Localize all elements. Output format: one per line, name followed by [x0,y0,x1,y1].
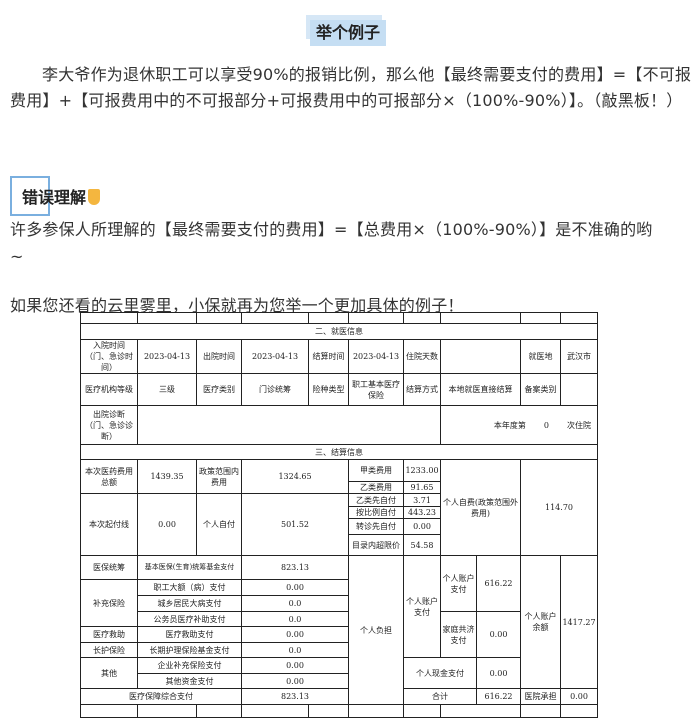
cell-value: 0.0 [241,611,349,627]
cell-label: 医保统筹 [80,555,138,580]
wrong-understanding-title: 错误理解 [22,188,87,207]
cell-label: 备案类别 [520,373,561,406]
section-title-medical-info: 二、就医信息 [80,323,598,340]
wrong-understanding-heading: 错误理解 [22,184,101,208]
cell-label: 次住院 [567,420,591,430]
cell-value: 本地就医直接结算 [440,373,521,406]
cell-label: 医疗救助支付 [137,626,242,643]
cell-value: 三级 [137,373,197,406]
cell-value: 2023-04-13 [137,339,197,374]
cell-label: 本次起付线 [80,493,138,556]
cell-label: 住院天数 [403,339,441,374]
cell-label: 本次医药费用总额 [80,459,138,494]
cell-value: 职工基本医疗保险 [348,373,404,406]
cell-value: 0.0 [241,595,349,612]
cell-label: 职工大额（病）支付 [137,579,242,596]
cell-label: 基本医保(生育)统筹基金支付 [137,555,242,580]
cell-value: 823.13 [241,688,349,705]
tilde-line: ~ [10,247,24,266]
cell-label: 本年度第 [493,420,526,430]
section-heading: 举个例子 [306,15,386,46]
cell-label: 合计 [403,688,477,705]
cell-label: 入院时间（门、急诊时间） [80,339,138,374]
cell-label: 个人账户余额 [520,555,561,689]
intro-paragraph: 如果您还看的云里雾里，小保就再为您举一个更加具体的例子！ [10,296,464,315]
diagnosis-value [137,405,441,445]
cell-value [440,339,521,374]
cell-label: 险种类型 [308,373,349,406]
cell-label: 就医地 [520,339,561,374]
heading-box-decoration [10,176,50,216]
cell-label: 政策范围内费用 [196,459,242,494]
cell-value: 0.00 [241,579,349,596]
cell-value: 1233.00 [403,459,441,482]
cell-value: 0.00 [403,518,441,535]
cell-label: 转诊先自付 [348,518,404,535]
cell-value: 武汉市 [560,339,598,374]
cell-value [560,373,598,406]
pointing-down-hand-icon [88,189,101,205]
example-paragraph: 李大爷作为退休职工可以享受90%的报销比例，那么他【最终需要支付的费用】=【不可… [10,65,692,110]
cell-label: 医疗保障综合支付 [80,688,242,705]
cell-value: 0.0 [241,642,349,658]
cell-value: 54.58 [403,534,441,556]
cell-value: 0.00 [241,673,349,689]
cell-value: 616.22 [476,688,521,705]
cell-value: 0.00 [137,493,197,556]
cell-label: 家庭共济支付 [440,611,477,658]
section-title-settlement-info: 三、结算信息 [80,444,598,460]
cell-value: 3.71 [403,493,441,507]
cell-label: 乙类先自付 [348,493,404,507]
cell-label: 出院诊断（门、急诊诊断） [80,405,138,445]
cell-value: 0.00 [241,626,349,643]
annual-admission-count: 本年度第 0 次住院 [440,405,598,445]
cell-value: 0.00 [476,657,521,689]
misconception-paragraph: 许多参保人所理解的【最终需要支付的费用】=【总费用×（100%-90%）】是不准… [10,220,653,239]
cell-label: 医疗机构等级 [80,373,138,406]
cell-label: 甲类费用 [348,459,404,482]
cell-value: 1324.65 [241,459,349,494]
cell-value: 0.00 [241,657,349,674]
cell-label: 其他资金支付 [137,673,242,689]
cell-value: 2023-04-13 [241,339,309,374]
cell-value: 616.22 [476,555,521,612]
cell-label: 长期护理保险基金支付 [137,642,242,658]
cell-label: 目录内超限价 [348,534,404,556]
cell-label: 医疗类别 [196,373,242,406]
cell-label: 医院承担 [520,688,561,705]
cell-label: 结算方式 [403,373,441,406]
cell-value: 823.13 [241,555,349,580]
cell-label: 补充保险 [80,579,138,627]
cell-label: 个人负担 [348,555,404,705]
cell-label: 长护保险 [80,642,138,658]
cell-value: 2023-04-13 [348,339,404,374]
cell-label: 个人自付 [196,493,242,556]
cell-label: 其他 [80,657,138,689]
cell-label: 个人自费(政策范围外费用) [440,459,521,556]
cell-value: 0.00 [560,688,598,705]
cell-value: 0 [543,420,549,430]
cell-label: 个人现金支付 [403,657,477,689]
cell-label: 个人账户支付 [440,555,477,612]
cell-label: 出院时间 [196,339,242,374]
cell-value: 501.52 [241,493,349,556]
cell-label: 个人账户支付 [403,555,441,658]
cell-label: 结算时间 [308,339,349,374]
cell-label: 公务员医疗补助支付 [137,611,242,627]
cell-label: 医疗救助 [80,626,138,643]
cell-label: 企业补充保险支付 [137,657,242,674]
cell-value: 1417.27 [560,555,598,689]
cell-value: 0.00 [476,611,521,658]
cell-value: 1439.35 [137,459,197,494]
settlement-table-image: 二、就医信息 入院时间（门、急诊时间） 2023-04-13 出院时间 2023… [80,312,598,718]
cell-value: 114.70 [520,459,598,556]
cell-label: 城乡居民大病支付 [137,595,242,612]
cell-value: 门诊统筹 [241,373,309,406]
